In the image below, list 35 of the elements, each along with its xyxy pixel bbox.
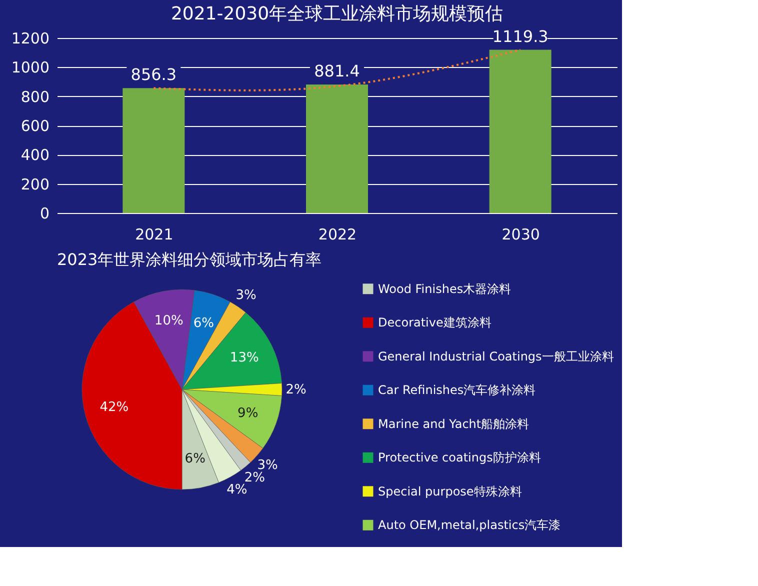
legend-label: Marine and Yacht船舶涂料 [378, 416, 530, 431]
data-label: 3% [257, 458, 278, 473]
y-tick-label: 800 [20, 88, 50, 106]
data-label: 1119.3 [492, 26, 548, 46]
data-label: 42% [100, 400, 129, 415]
y-tick-label: 200 [20, 175, 50, 194]
data-label: 6% [193, 316, 214, 331]
legend-label: Decorative建筑涂料 [378, 316, 492, 330]
data-label: 2% [286, 382, 306, 398]
legend-label: Auto OEM,metal,plastics汽车漆 [378, 518, 561, 532]
bar [489, 50, 552, 213]
data-label: 6% [184, 451, 206, 466]
chart-title: 2023年世界涂料细分领域市场占有率 [57, 250, 322, 269]
data-label: 856.3 [130, 65, 177, 84]
legend-label: General Industrial Coatings一般工业涂料 [378, 349, 614, 364]
y-tick-label: 0 [40, 204, 50, 222]
bar [122, 88, 185, 213]
x-tick-label: 2021 [135, 226, 174, 244]
data-label: 10% [154, 314, 184, 329]
legend-label: Special purpose特殊涂料 [378, 484, 522, 498]
y-tick-label: 600 [20, 117, 50, 135]
chart-title: 2021-2030年全球工业涂料市场规模预估 [170, 3, 504, 24]
x-tick-label: 2030 [502, 226, 540, 244]
y-tick-label: 400 [20, 146, 50, 164]
x-tick-label: 2022 [318, 226, 357, 244]
y-tick-label: 1000 [11, 58, 50, 77]
data-label: 3% [236, 288, 256, 304]
data-label: 13% [230, 350, 259, 366]
legend-label: Car Refinishes汽车修补涂料 [378, 383, 536, 398]
legend-label: Wood Finishes木器涂料 [378, 282, 512, 296]
legend-label: Protective coatings防护涂料 [378, 450, 541, 465]
data-label: 9% [238, 406, 258, 422]
y-tick-label: 1200 [11, 30, 50, 48]
data-label: 881.4 [314, 61, 360, 80]
bar [306, 84, 368, 213]
